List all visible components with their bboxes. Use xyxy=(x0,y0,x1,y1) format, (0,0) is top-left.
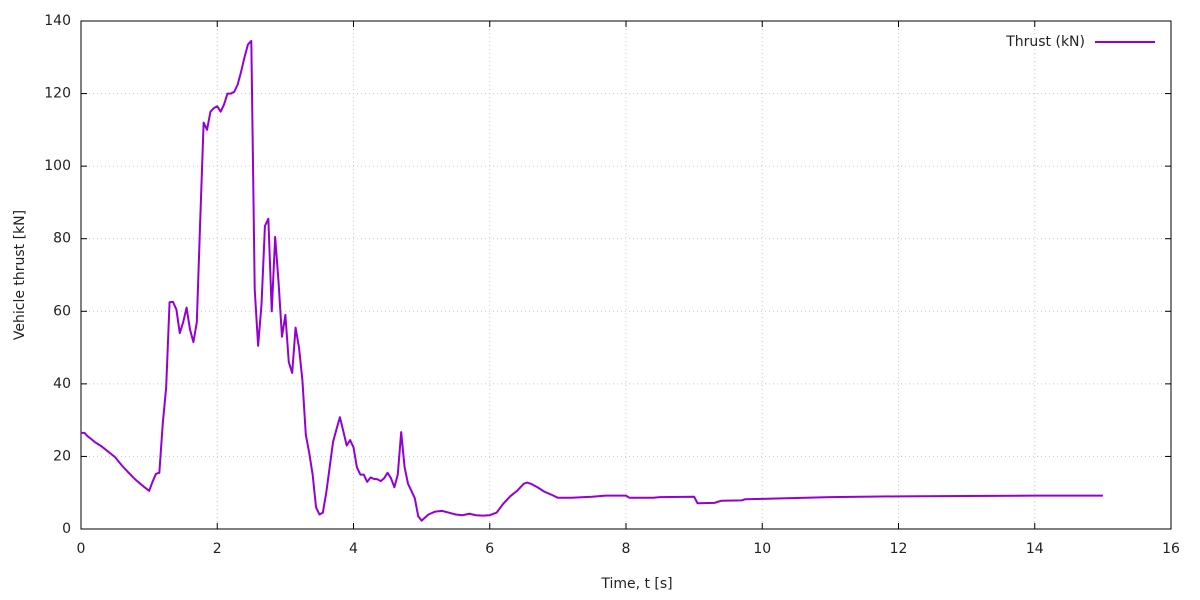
x-tick-label: 12 xyxy=(890,541,908,557)
y-tick-label: 20 xyxy=(53,448,71,464)
x-tick-label: 8 xyxy=(622,541,631,557)
y-axis-label: Vehicle thrust [kN] xyxy=(12,210,28,340)
legend-label: Thrust (kN) xyxy=(1005,34,1085,50)
y-tick-label: 140 xyxy=(44,13,71,29)
data-line xyxy=(81,39,1103,522)
y-tick-label: 80 xyxy=(53,231,71,247)
y-tick-label: 40 xyxy=(53,376,71,392)
y-tick-label: 0 xyxy=(62,521,71,537)
x-tick-label: 2 xyxy=(213,541,222,557)
y-tick-label: 120 xyxy=(44,86,71,102)
x-tick-label: 4 xyxy=(349,541,358,557)
x-tick-label: 14 xyxy=(1026,541,1044,557)
plot-frame xyxy=(80,20,1172,530)
x-tick-label: 6 xyxy=(485,541,494,557)
y-tick-label: 60 xyxy=(53,303,71,319)
x-tick-label: 10 xyxy=(753,541,771,557)
x-tick-label: 16 xyxy=(1162,541,1180,557)
x-axis-label: Time, t [s] xyxy=(600,576,672,592)
x-tick-label: 0 xyxy=(77,541,86,557)
y-tick-label: 100 xyxy=(44,158,71,174)
